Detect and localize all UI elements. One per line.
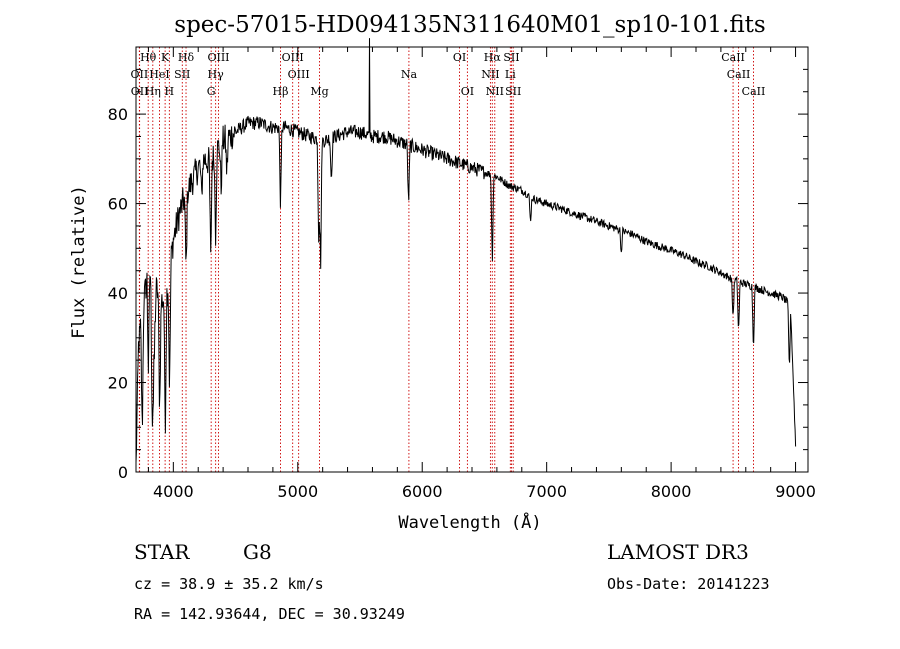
spectral-line-label: OI [461, 85, 474, 98]
x-axis-ticks: 4000 5000 6000 7000 8000 9000 [147, 47, 816, 501]
spectral-line-label: K [161, 51, 170, 64]
y-tick-label: 20 [108, 374, 128, 393]
y-tick-label: 40 [108, 284, 128, 303]
x-tick-label: 5000 [277, 482, 318, 501]
spectral-line-label: OII [131, 68, 149, 81]
spectral-line-label: SII [174, 68, 190, 81]
spectral-line-label: OIII [288, 68, 310, 81]
spectral-line-label: SII [503, 51, 519, 64]
coordinates: RA = 142.93644, DEC = 30.93249 [134, 605, 405, 623]
spectral-line-label: Li [505, 68, 516, 81]
spectral-line-label: Mg [310, 85, 328, 98]
spectral-line-label: CaII [727, 68, 751, 81]
spectral-line-label: OI [453, 51, 466, 64]
spectral-line-label: SII [505, 85, 521, 98]
spectral-line-label: OIII [207, 51, 229, 64]
spectral-line-label: CaII [721, 51, 745, 64]
spectral-line-label: Hγ [208, 68, 225, 81]
survey-label: LAMOST DR3 [607, 540, 749, 564]
y-axis-label: Flux (relative) [69, 185, 89, 339]
y-tick-label: 0 [118, 463, 128, 482]
x-tick-label: 4000 [153, 482, 194, 501]
spectral-line-label: Na [401, 68, 418, 81]
chart-title: spec-57015-HD094135N311640M01_sp10-101.f… [174, 12, 765, 38]
spectral-line-label: CaII [742, 85, 766, 98]
plot-frame [135, 46, 809, 473]
y-axis-ticks: 0 20 40 60 80 [108, 68, 808, 482]
spectral-line-label: G [207, 85, 216, 98]
object-subclass: G8 [243, 540, 272, 564]
spectral-line-label: NII [481, 68, 499, 81]
redshift-velocity: cz = 38.9 ± 35.2 km/s [134, 575, 324, 593]
y-tick-label: 60 [108, 195, 128, 214]
spectral-line-markers [138, 47, 754, 472]
spectral-line-label: Hδ [178, 51, 195, 64]
spectral-line-label: OIII [282, 51, 304, 64]
y-tick-label: 80 [108, 105, 128, 124]
spectral-line-label: HeI [149, 68, 169, 81]
x-tick-label: 6000 [402, 482, 443, 501]
spectrum-line [135, 38, 797, 463]
observation-date: Obs-Date: 20141223 [607, 575, 770, 593]
spectral-line-label: Hβ [273, 85, 289, 98]
spectral-line-label: Hα [484, 51, 502, 64]
object-class: STAR [134, 540, 190, 564]
spectral-line-label: Hθ [140, 51, 157, 64]
spectral-line-label: NII [486, 85, 504, 98]
x-tick-label: 8000 [651, 482, 692, 501]
spectral-line-label: H [165, 85, 175, 98]
x-axis-label: Wavelength (Å) [398, 511, 541, 533]
x-tick-label: 9000 [775, 482, 816, 501]
x-tick-label: 7000 [526, 482, 567, 501]
spectral-line-label: Hη [145, 85, 161, 98]
